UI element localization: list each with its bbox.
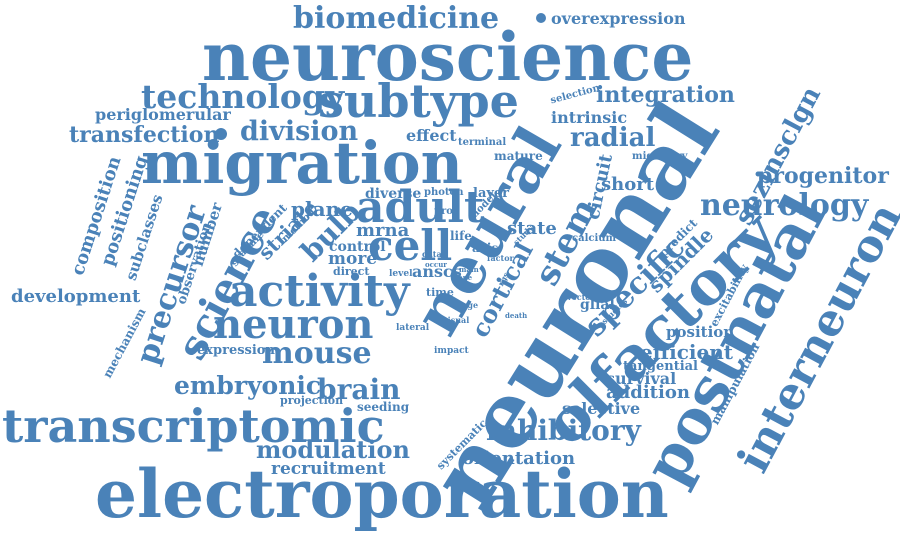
word-proc: proc [434,206,460,217]
word-visual: visual [443,315,470,325]
word-seeding: seeding [357,400,410,414]
word-terminal: terminal [458,137,507,148]
word-expression: expression [197,343,275,358]
word-migratory: migratory [632,151,688,162]
word-position: position [666,323,735,341]
bullet-dot [215,128,227,140]
word-diverse: diverse [365,186,422,202]
word-more: more [328,249,378,269]
word-plane: plane [291,197,353,221]
word-short: short [601,174,655,195]
word-transfection: transfection [69,122,220,148]
word-glial: glial [580,297,615,313]
word-biomedicine: biomedicine [293,1,500,36]
word-impact: impact [434,346,469,356]
word-mrna: mrna [356,220,410,241]
word-efficient: efficient [640,340,734,364]
word-direct: direct [333,265,370,278]
word-periglomerular: periglomerular [95,105,231,124]
word-orientation: orientation [462,448,576,469]
word-time: time [426,286,454,299]
word-modulation: modulation [256,435,410,464]
bullet-dot [536,13,546,23]
word-death: death [505,311,528,320]
word-neuroscience: neuroscience [202,18,694,96]
word-done: done [453,273,473,282]
word-anscs: anscs [412,262,462,281]
word-development: development [11,286,141,307]
word-subtype: subtype [318,74,519,128]
word-progenitor: progenitor [757,163,889,189]
word-data: data [422,249,442,259]
word-tangential: tangential [623,359,698,374]
word-state: state [507,218,557,239]
word-projection: projection [280,394,344,407]
word-technology: technology [141,77,345,116]
word-layer: layer [473,186,510,201]
word-lateral: lateral [396,323,430,333]
word-migration: migration [141,129,463,197]
word-activity: activity [229,266,410,317]
word-cell: cell [368,221,453,270]
word-selective: selective [562,399,641,418]
word-axis: axis [472,241,499,255]
word-electroporation: electroporation [95,455,669,533]
word-mouse: mouse [262,336,372,371]
word-photon: photon [424,187,464,198]
word-brain: brain [317,373,401,406]
word-intrinsic: intrinsic [551,108,628,127]
word-addition: addition [606,382,690,403]
word-mature: mature [494,149,543,163]
word-overexpression: overexpression [551,9,686,28]
word-main: main [459,265,479,274]
word-life: life [450,229,472,243]
word-neuron: neuron [213,301,374,348]
word-level: level [389,269,413,279]
word-survival: survival [606,369,677,388]
word-control: control [329,239,386,255]
word-calcium: calcium [572,233,617,244]
word-stage: stage [454,300,479,310]
word-inhibitory: inhibitory [486,414,641,447]
word-neurology: neurology [700,188,869,223]
word-integration: integration [596,82,735,108]
word-recruitment: recruitment [271,459,386,479]
word-transcriptomic: transcriptomic [2,399,385,453]
word-factor: factor [487,253,514,263]
word-vector: vector [567,292,595,302]
word-adult: adult [356,182,485,233]
word-effect: effect [406,126,457,145]
word-occur: occur [425,260,447,269]
word-radial: radial [570,123,656,153]
word-division: division [240,116,359,147]
word-embryonic: embryonic [174,371,322,400]
